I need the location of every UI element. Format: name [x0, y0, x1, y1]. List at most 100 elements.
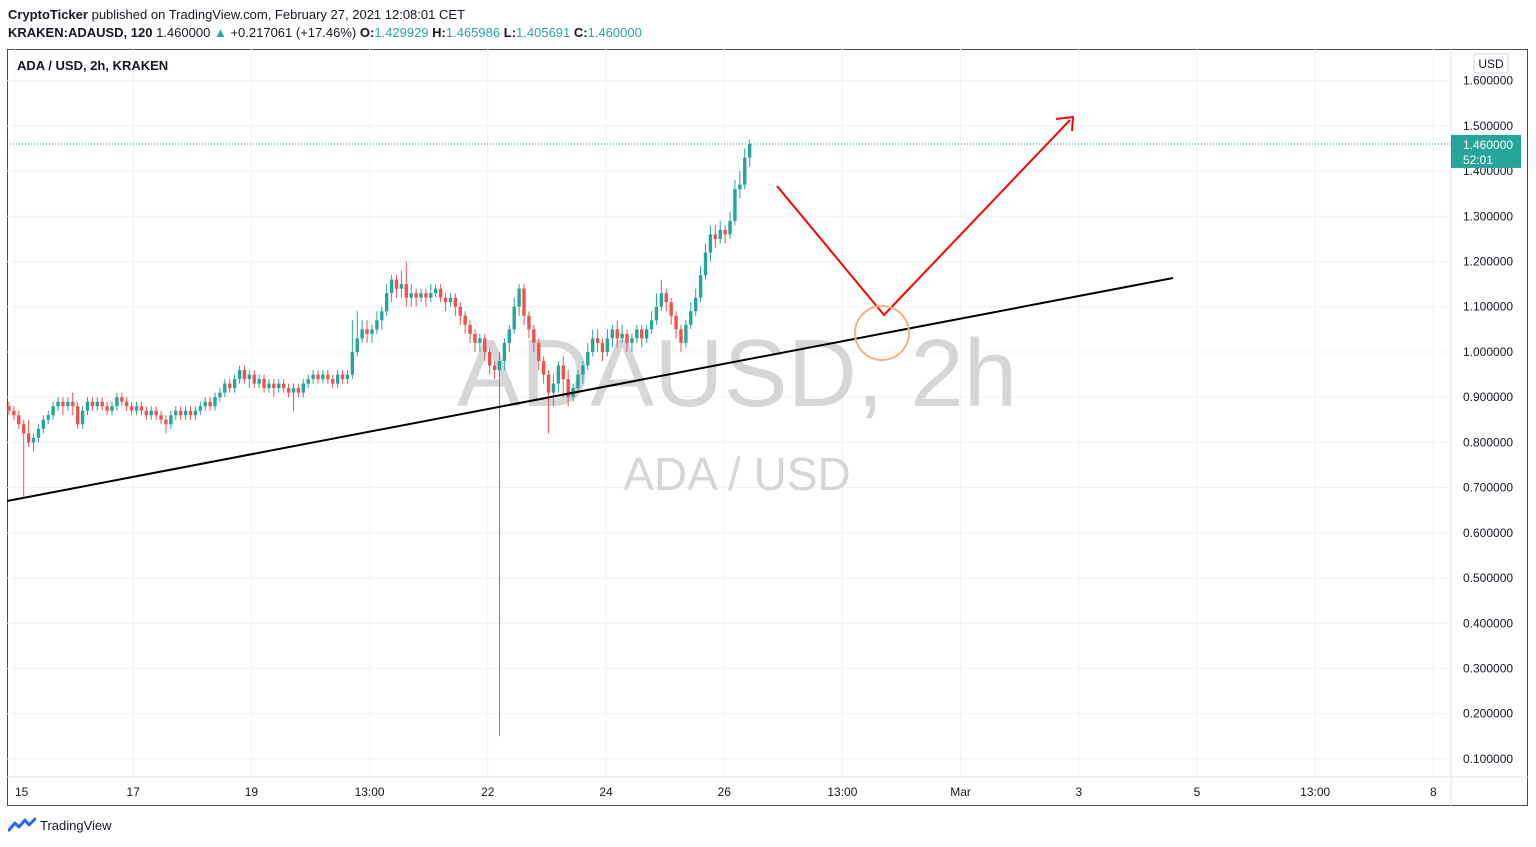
candle-body	[193, 410, 198, 416]
grid-lines	[7, 49, 1451, 777]
candle-body	[713, 234, 718, 239]
candle-body	[331, 379, 335, 384]
open-value: 1.429929	[374, 25, 429, 40]
candle-body	[694, 297, 698, 312]
candle-body	[56, 401, 60, 407]
candle-body	[247, 374, 252, 380]
y-tick-label: 0.600000	[1463, 526, 1513, 540]
candle-body	[213, 397, 217, 407]
candle-body	[640, 329, 644, 339]
x-tick-label: 13:00	[1300, 785, 1330, 799]
last-price-tag: 1.460000 52:01	[1451, 134, 1521, 168]
candle-body	[51, 406, 55, 416]
y-tick-label: 0.200000	[1463, 707, 1513, 721]
candle-body	[85, 401, 90, 411]
candle-body	[723, 229, 727, 235]
chart-frame	[7, 49, 1528, 806]
arrow-head-icon	[1055, 115, 1075, 132]
low-value: 1.405691	[516, 25, 571, 40]
candle-body	[527, 315, 531, 330]
candle-body	[399, 284, 404, 289]
candle-body	[380, 311, 384, 321]
pair-watermark: ADA / USD	[623, 448, 851, 500]
brand-label[interactable]: TradingView	[40, 817, 112, 833]
candle-body	[340, 374, 345, 380]
candle-body	[321, 374, 325, 380]
projection-arrow[interactable]	[776, 119, 1071, 317]
candle-body	[232, 379, 237, 389]
candles	[7, 139, 752, 737]
candle-body	[576, 374, 580, 389]
candle-body	[100, 401, 104, 407]
candle-body	[747, 143, 752, 158]
candle-body	[125, 401, 129, 407]
candle-body	[409, 293, 413, 298]
candle-body	[110, 406, 114, 411]
price-axis[interactable]: 1.6000001.5000001.4000001.3000001.200000…	[1463, 74, 1513, 766]
candle-body	[291, 388, 296, 393]
candle-body	[46, 415, 50, 420]
candle-body	[394, 279, 399, 289]
candle-body	[664, 293, 668, 303]
candle-body	[512, 306, 516, 330]
y-tick-label: 1.300000	[1463, 209, 1513, 223]
candle-body	[169, 415, 173, 425]
candle-body	[228, 383, 232, 389]
tradingview-logo-icon	[8, 817, 36, 832]
support-trendline[interactable]	[7, 277, 1174, 502]
ohlc-line: KRAKEN:ADAUSD, 120 1.460000 ▲ +0.217061 …	[8, 24, 642, 42]
candle-body	[605, 338, 610, 352]
candle-body	[434, 288, 438, 294]
candle-body	[134, 406, 139, 411]
candle-body	[689, 311, 693, 325]
candle-body	[586, 351, 590, 366]
candle-body	[75, 406, 80, 425]
candle-body	[36, 428, 41, 438]
candle-body	[272, 383, 276, 389]
candle-body	[277, 383, 281, 389]
x-tick-label: 15	[15, 785, 29, 799]
candle-body	[316, 374, 320, 380]
candle-body	[257, 379, 261, 384]
high-label: H:	[432, 25, 446, 40]
candle-body	[183, 410, 188, 416]
price-chart[interactable]: ADAUSD, 2h ADA / USD 1.6000001.5000001.4…	[7, 49, 1528, 806]
open-label: O:	[359, 25, 375, 40]
candle-body	[375, 320, 379, 330]
publisher-name[interactable]: CryptoTicker	[8, 7, 88, 22]
candle-body	[120, 397, 124, 402]
y-tick-label: 1.100000	[1463, 300, 1513, 314]
currency-badge	[1473, 53, 1509, 74]
candle-body	[144, 410, 149, 416]
candle-body	[90, 401, 95, 407]
candle-body	[448, 297, 453, 303]
candle-body	[483, 338, 487, 352]
candle-body	[419, 293, 423, 298]
last-price-text: 1.460000	[156, 25, 211, 40]
candle-body	[429, 293, 433, 298]
candle-body	[615, 329, 619, 339]
chart-title: ADA / USD, 2h, KRAKEN	[17, 58, 168, 73]
candle-body	[738, 184, 742, 190]
y-tick-label: 1.500000	[1463, 119, 1513, 133]
candle-body	[458, 306, 462, 316]
candle-body	[522, 288, 526, 316]
y-tick-label: 1.600000	[1463, 74, 1513, 88]
target-circle[interactable]	[854, 305, 910, 361]
candle-body	[306, 379, 310, 384]
candle-body	[635, 329, 639, 339]
candle-body	[502, 342, 507, 361]
candle-body	[31, 437, 36, 443]
currency-label: USD	[1478, 57, 1504, 71]
candle-body	[281, 383, 286, 389]
candle-body	[581, 365, 585, 375]
candle-body	[149, 410, 153, 416]
candle-body	[561, 365, 565, 380]
candle-body	[566, 379, 570, 398]
candle-body	[26, 433, 31, 443]
candle-body	[66, 401, 70, 407]
candle-body	[743, 157, 747, 185]
x-tick-label: 13:00	[355, 785, 385, 799]
candle-body	[517, 288, 521, 307]
